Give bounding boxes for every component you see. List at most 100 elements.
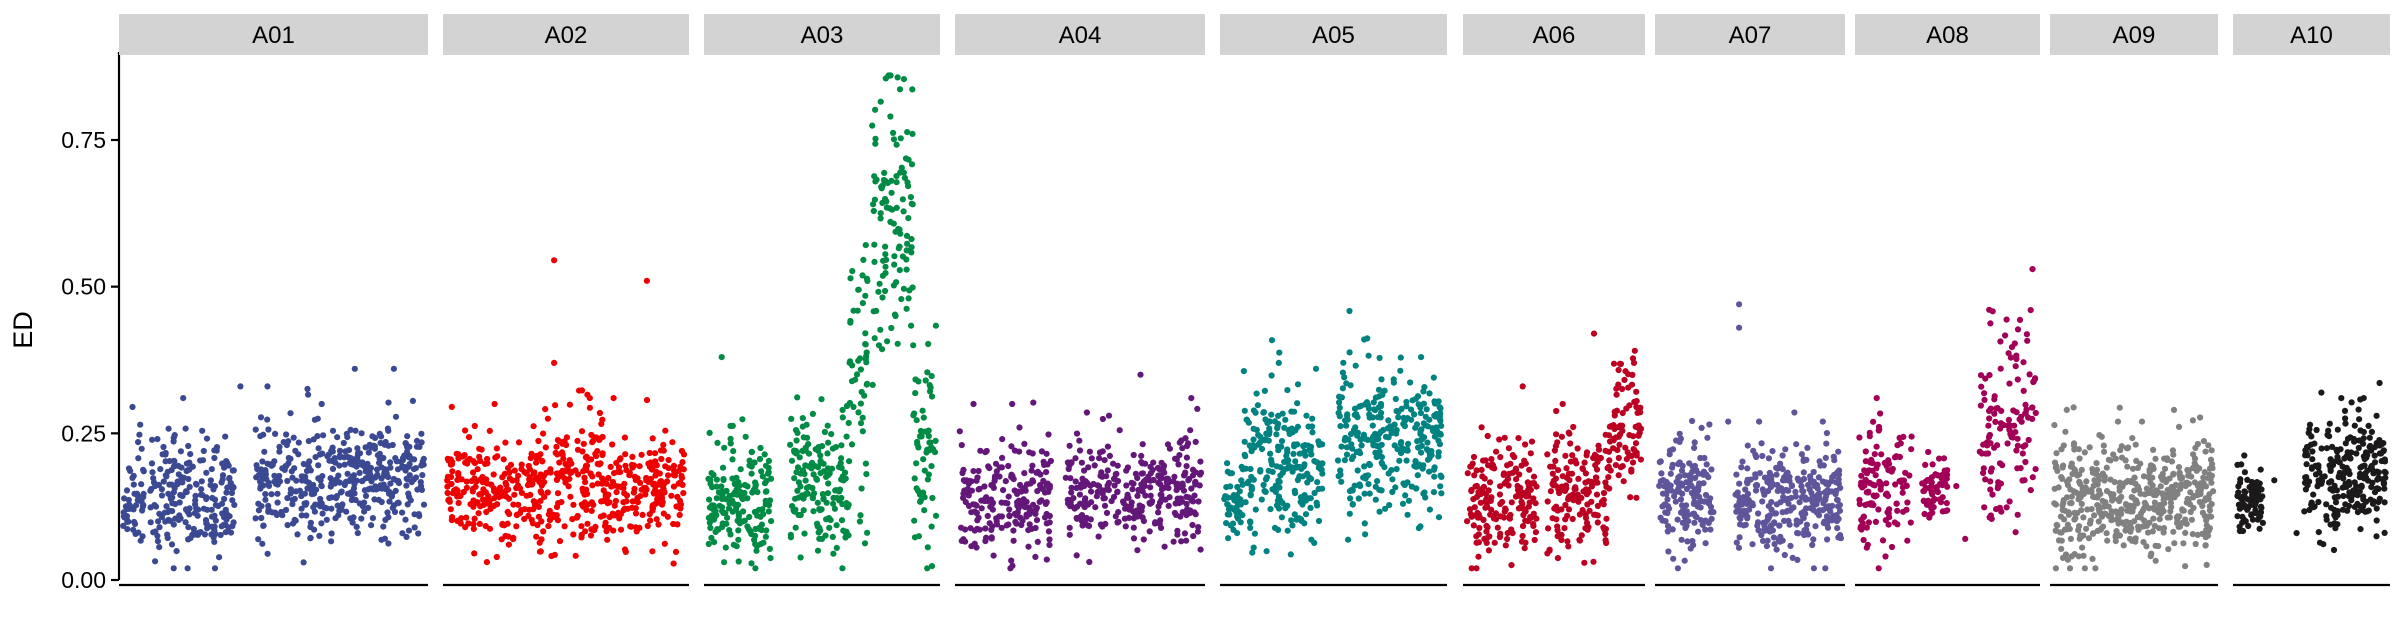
data-point [1920, 480, 1928, 487]
data-point [1176, 452, 1183, 459]
data-point [1348, 441, 1355, 448]
data-point [1770, 520, 1777, 527]
data-point [880, 257, 887, 264]
data-point [1343, 422, 1350, 429]
data-point [2011, 422, 2018, 429]
y-tick-label: 0.00 [61, 567, 106, 593]
data-point [1072, 455, 1079, 462]
data-point [527, 491, 534, 498]
data-point [1662, 518, 1669, 525]
data-point [1579, 508, 1586, 515]
data-point [1553, 516, 1560, 523]
data-point [871, 335, 878, 342]
data-point [2089, 466, 2096, 473]
data-point [719, 508, 726, 515]
data-point [888, 324, 895, 332]
data-point [992, 460, 1000, 467]
data-point [2332, 525, 2339, 532]
data-point [274, 499, 281, 506]
data-point [493, 553, 500, 561]
data-point [1862, 458, 1869, 465]
data-point [291, 516, 298, 524]
data-point [2123, 501, 2130, 509]
data-point [1687, 545, 1694, 552]
data-point [1338, 478, 1345, 485]
data-point [2124, 507, 2131, 514]
data-point [1039, 486, 1046, 493]
data-point [1570, 423, 1577, 431]
data-point [1615, 366, 1622, 374]
data-point [259, 540, 266, 547]
data-point [1518, 538, 1526, 545]
data-point [367, 464, 375, 472]
data-point [535, 437, 542, 445]
data-point [369, 515, 376, 522]
data-point [1592, 474, 1600, 481]
data-point [1819, 418, 1826, 425]
data-point [1514, 486, 1522, 494]
data-point [272, 430, 279, 437]
data-point [1250, 436, 1257, 443]
data-point [2014, 511, 2021, 518]
data-point [463, 514, 470, 521]
data-point [1403, 457, 1410, 464]
data-point [1766, 528, 1773, 535]
data-point [538, 518, 545, 525]
data-point [908, 236, 915, 243]
data-point [877, 326, 884, 333]
data-point [2141, 523, 2148, 530]
data-point [1602, 479, 1609, 486]
data-point [609, 441, 616, 448]
data-point [312, 454, 319, 461]
data-point [724, 514, 731, 521]
data-point [2118, 510, 2125, 517]
data-point [1339, 369, 1346, 376]
data-point [1781, 551, 1788, 559]
data-point [1865, 467, 1873, 474]
data-point [135, 439, 142, 446]
data-point [208, 506, 215, 513]
data-point [862, 330, 869, 337]
data-point [319, 450, 326, 457]
facet-panel-a07: A07 [1655, 14, 1845, 587]
data-point [411, 524, 418, 531]
data-point [1276, 484, 1283, 491]
data-point [211, 527, 218, 534]
data-point [2160, 496, 2167, 503]
data-point [1306, 474, 1313, 481]
data-point [2184, 479, 2191, 486]
data-point [479, 479, 486, 486]
data-point [1361, 490, 1368, 497]
data-point [1289, 522, 1296, 529]
facet-strip [119, 14, 428, 55]
data-point [2122, 457, 2129, 464]
data-point [905, 215, 912, 222]
data-point [621, 546, 629, 553]
data-point [1564, 512, 1571, 519]
data-point [2183, 520, 2190, 528]
data-point [1165, 484, 1172, 492]
data-point [1759, 537, 1767, 545]
data-point [1893, 500, 1900, 507]
data-point [1991, 444, 1998, 451]
data-point [1261, 437, 1268, 444]
data-point [131, 490, 138, 497]
data-point [252, 515, 259, 522]
data-point [2132, 538, 2139, 545]
data-point [1291, 443, 1298, 450]
data-point [989, 506, 997, 513]
data-point [2310, 491, 2317, 498]
data-point [819, 443, 826, 450]
data-point [1337, 423, 1344, 430]
facet-panel-a10: A10 [2233, 14, 2390, 587]
data-point [2303, 480, 2311, 487]
data-point [1129, 486, 1136, 493]
data-point [2079, 544, 2086, 551]
data-point [1022, 487, 1029, 494]
data-point [2152, 455, 2159, 462]
data-point [678, 474, 686, 481]
data-point [1115, 518, 1122, 525]
data-point [137, 421, 144, 428]
data-point [2306, 506, 2313, 514]
data-point [1497, 454, 1504, 461]
